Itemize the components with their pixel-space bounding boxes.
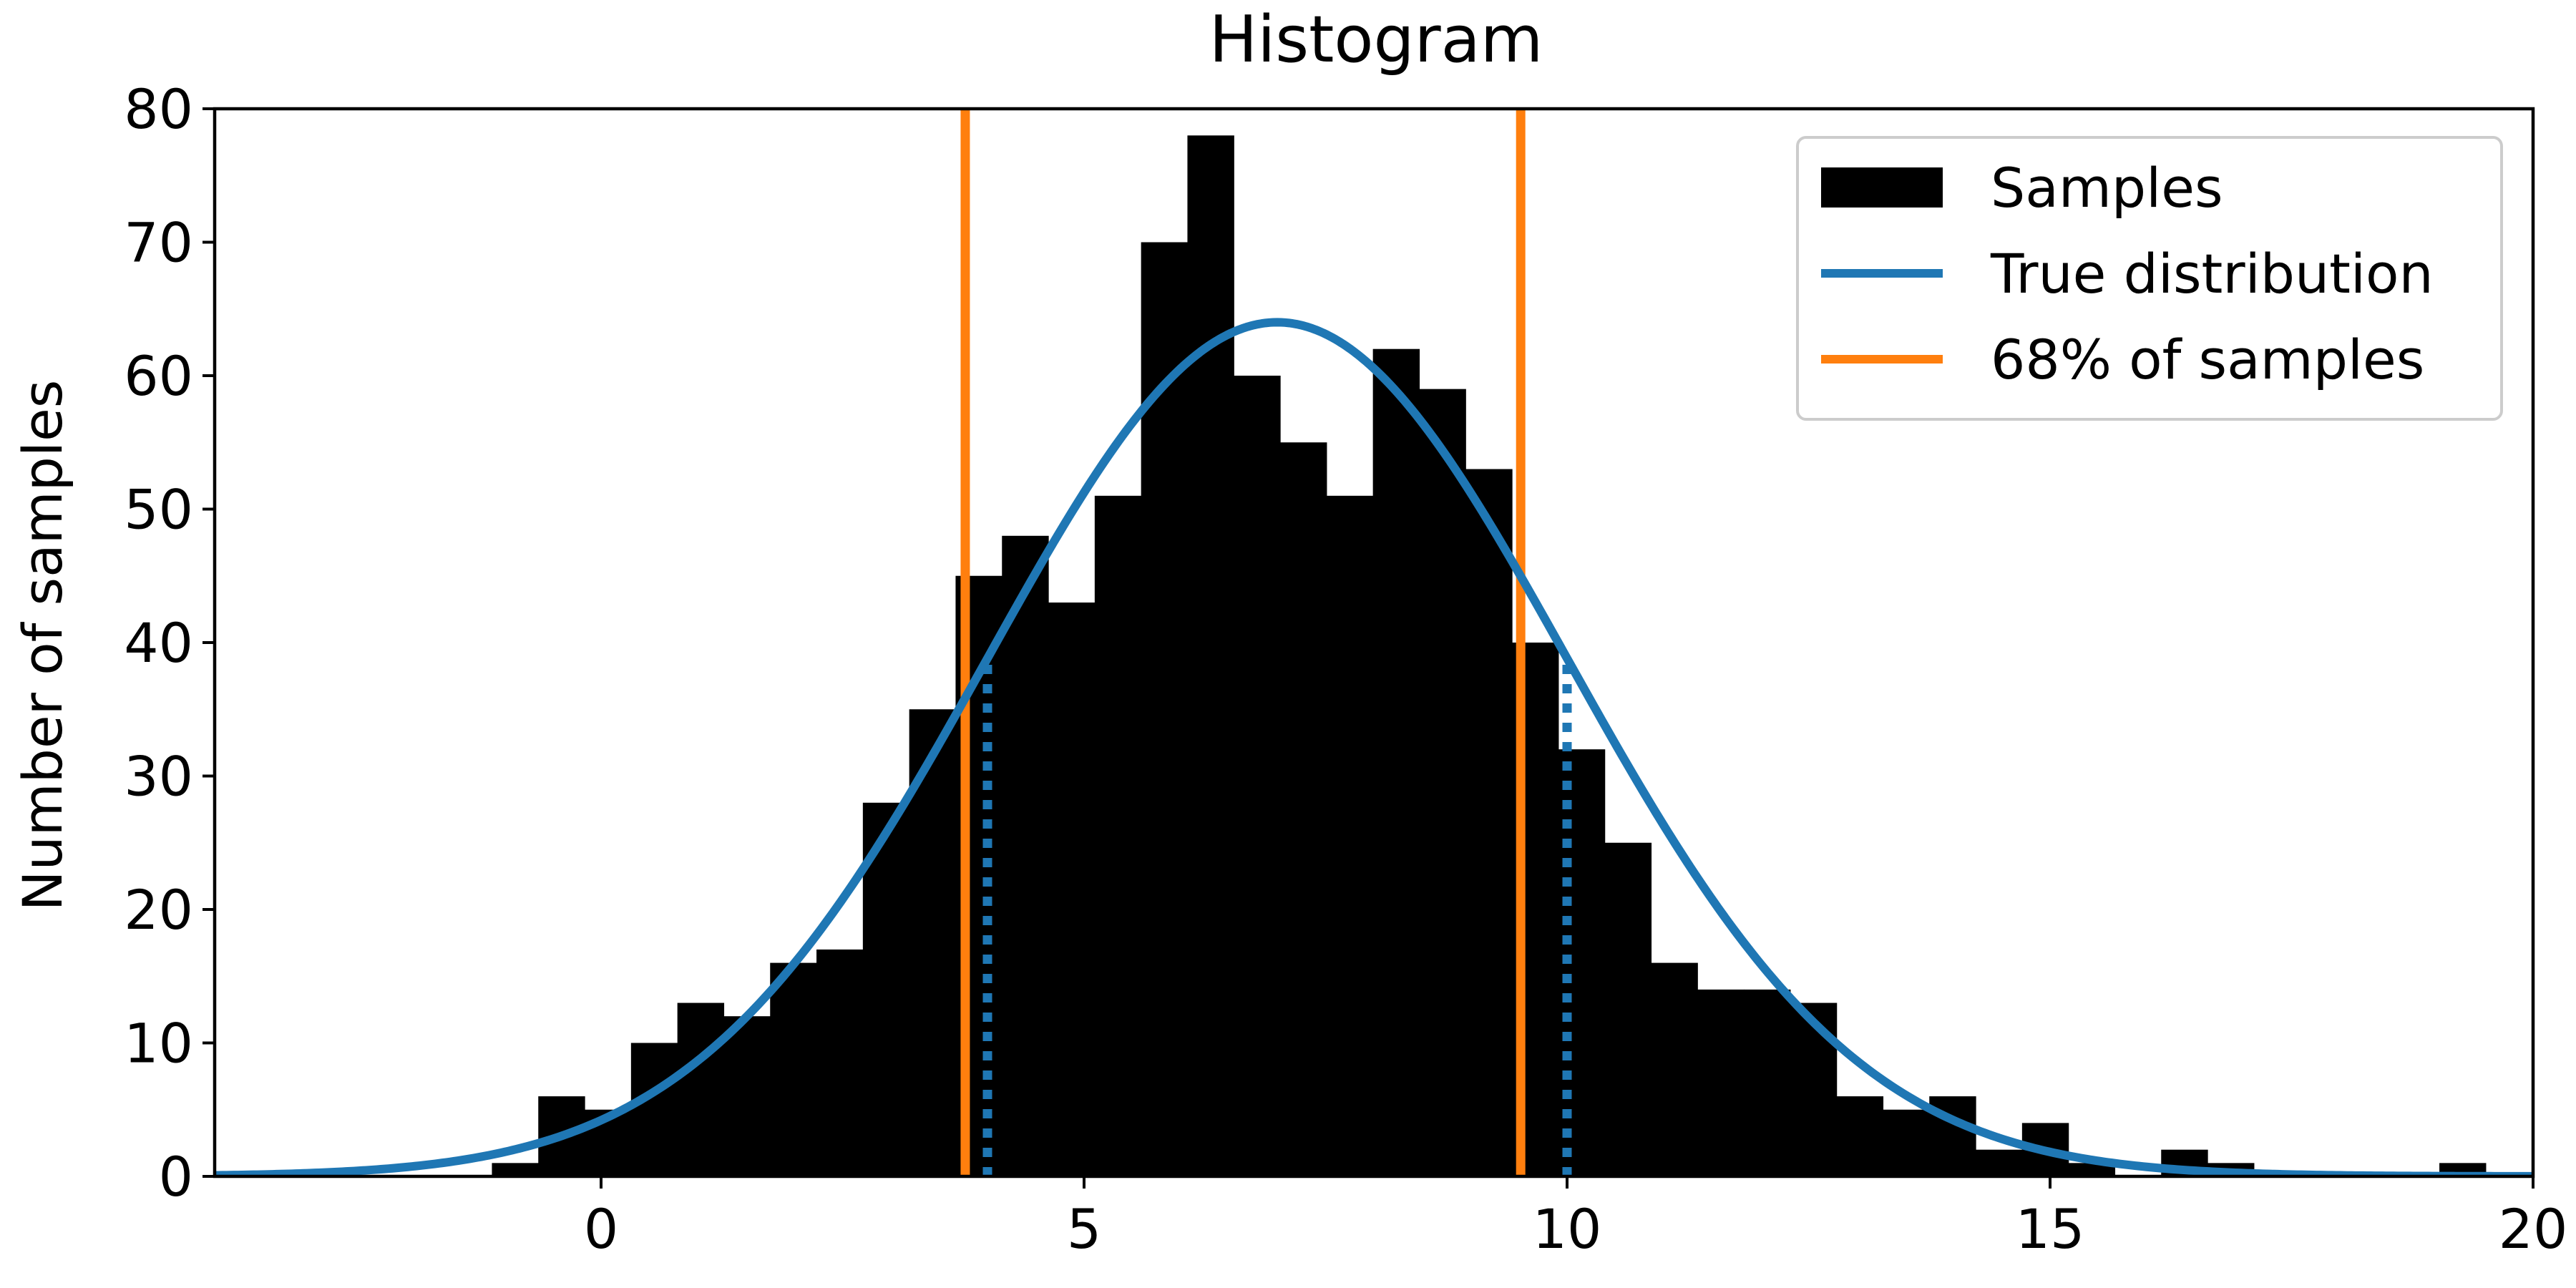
histogram-bar xyxy=(1883,1109,1930,1176)
histogram-bar xyxy=(1790,1002,1838,1176)
y-tick-label: 70 xyxy=(124,211,193,275)
x-tick-label: 20 xyxy=(2499,1197,2568,1261)
legend: Samples True distribution 68% of samples xyxy=(1796,136,2503,421)
histogram-bar xyxy=(723,1016,771,1176)
legend-label: Samples xyxy=(1991,156,2223,220)
y-tick-label: 10 xyxy=(124,1012,193,1075)
histogram-bar xyxy=(1744,989,1791,1176)
histogram-bar xyxy=(1187,135,1234,1176)
plot-content xyxy=(215,109,2533,1176)
histogram-bar xyxy=(1697,989,1745,1176)
histogram-bar xyxy=(1048,602,1096,1176)
histogram-bar xyxy=(1094,495,1142,1176)
x-tick-label: 10 xyxy=(1533,1197,1602,1261)
histogram-bar xyxy=(1002,535,1049,1176)
legend-label: True distribution xyxy=(1990,242,2434,306)
histogram-bar xyxy=(816,949,864,1176)
y-tick-label: 20 xyxy=(124,878,193,942)
legend-box xyxy=(1796,136,2503,421)
histogram-bar xyxy=(2068,1163,2116,1176)
histogram-bar xyxy=(1651,962,1698,1176)
histogram-bar xyxy=(1280,442,1327,1176)
legend-swatch-samples xyxy=(1821,167,1943,208)
y-tick-label: 50 xyxy=(124,478,193,542)
x-tick-label: 0 xyxy=(584,1197,618,1261)
histogram-bar xyxy=(1976,1149,2023,1176)
histogram-bar xyxy=(1372,348,1420,1176)
y-axis-label: Number of samples xyxy=(11,380,74,912)
histogram-bar xyxy=(770,962,817,1176)
y-tick-label: 80 xyxy=(124,77,193,141)
histogram-bar xyxy=(1326,495,1374,1176)
y-tick-label: 40 xyxy=(124,611,193,675)
true-distribution-curve xyxy=(215,318,2533,1176)
x-tick-label: 5 xyxy=(1067,1197,1101,1261)
y-tick-label: 0 xyxy=(159,1145,193,1209)
histogram-bar xyxy=(1234,376,1281,1176)
plot-area: 0 5 10 15 20 0 10 20 30 40 50 60 70 80 xyxy=(124,77,2567,1261)
histogram-bar xyxy=(630,1043,678,1176)
x-tick-label: 15 xyxy=(2016,1197,2085,1261)
y-tick-label: 30 xyxy=(124,745,193,809)
chart-title: Histogram xyxy=(1209,2,1543,77)
histogram-bar xyxy=(1604,842,1652,1176)
histogram-bar xyxy=(1836,1096,1884,1176)
y-tick-label: 60 xyxy=(124,344,193,408)
histogram-bar xyxy=(1419,389,1466,1176)
histogram-bar xyxy=(677,1002,725,1176)
histogram-bar xyxy=(1465,469,1513,1176)
legend-label: 68% of samples xyxy=(1991,328,2424,391)
histogram-bar xyxy=(492,1163,539,1176)
